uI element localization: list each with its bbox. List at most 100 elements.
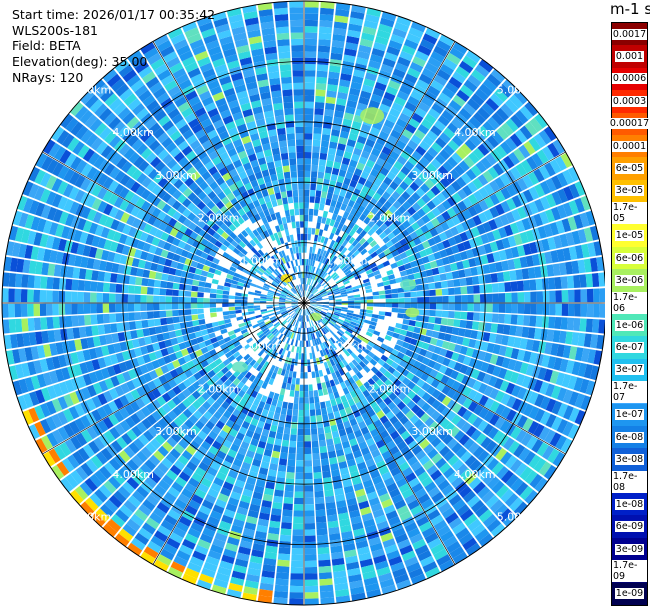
- range-gate: [591, 273, 600, 287]
- range-gate: [156, 264, 165, 273]
- range-gate: [534, 113, 548, 129]
- range-gate: [439, 149, 451, 161]
- range-gate: [264, 269, 272, 276]
- range-gate: [585, 273, 593, 288]
- range-gate: [351, 239, 359, 247]
- range-gate: [435, 224, 444, 235]
- range-gate: [234, 479, 246, 489]
- range-gate: [119, 199, 130, 212]
- range-gate: [125, 340, 134, 350]
- range-gate: [128, 312, 135, 321]
- range-gate: [122, 69, 137, 83]
- range-gate: [355, 196, 364, 205]
- range-gate: [396, 440, 408, 451]
- range-gate: [390, 561, 405, 572]
- range-gate: [343, 151, 353, 160]
- range-gate: [506, 197, 517, 211]
- range-gate: [263, 209, 270, 217]
- range-gate: [439, 462, 451, 474]
- range-gate: [433, 169, 444, 181]
- range-gate: [577, 259, 586, 274]
- range-gate: [583, 227, 594, 242]
- range-gate: [8, 273, 17, 287]
- range-gate: [246, 242, 254, 250]
- range-gate: [301, 277, 303, 285]
- range-gate: [103, 324, 112, 334]
- range-gate: [472, 177, 484, 190]
- range-gate: [433, 234, 442, 244]
- range-gate: [178, 123, 191, 135]
- range-gate: [320, 290, 327, 295]
- range-gate: [143, 223, 153, 234]
- range-gate: [430, 217, 440, 228]
- range-gate: [278, 305, 286, 307]
- range-gate: [467, 74, 482, 88]
- range-gate: [419, 348, 428, 357]
- range-gate: [262, 285, 270, 290]
- range-gate: [285, 298, 292, 301]
- range-gate: [209, 361, 218, 370]
- range-gate: [482, 373, 492, 385]
- range-gate: [45, 400, 57, 415]
- range-gate: [316, 184, 323, 192]
- range-gate: [271, 508, 282, 516]
- range-gate: [306, 291, 310, 298]
- range-gate: [349, 207, 358, 216]
- range-gate: [251, 48, 264, 57]
- range-gate: [308, 293, 313, 299]
- range-gate: [327, 153, 335, 162]
- range-gate: [399, 181, 409, 191]
- range-gate: [288, 370, 293, 378]
- range-gate: [332, 350, 339, 358]
- range-gate: [335, 9, 350, 18]
- range-gate: [498, 83, 513, 98]
- range-gate: [381, 584, 397, 595]
- range-gate: [312, 352, 316, 359]
- range-gate: [124, 202, 135, 214]
- range-gate: [349, 418, 358, 427]
- range-gate: [344, 330, 352, 337]
- range-gate: [434, 153, 446, 165]
- range-gate: [421, 498, 434, 510]
- range-gate: [301, 353, 304, 360]
- range-gate: [209, 236, 218, 245]
- range-gate: [382, 191, 391, 201]
- range-gate: [60, 477, 74, 493]
- range-gate: [177, 357, 187, 366]
- range-gate: [173, 221, 183, 231]
- range-gate: [229, 333, 237, 340]
- range-gate: [456, 503, 470, 517]
- range-gate: [252, 361, 260, 370]
- range-gate: [372, 355, 381, 363]
- range-gate: [201, 391, 211, 401]
- range-gate: [465, 320, 473, 330]
- range-gate: [141, 212, 152, 223]
- range-gate: [451, 402, 462, 414]
- range-gate: [375, 219, 384, 228]
- range-gate: [242, 488, 253, 498]
- range-gate: [352, 374, 360, 382]
- range-gate: [192, 550, 207, 562]
- range-gate: [337, 261, 344, 268]
- range-gate: [346, 100, 358, 109]
- range-gate: [152, 254, 161, 264]
- range-gate: [365, 13, 380, 24]
- range-gate: [379, 415, 389, 425]
- range-gate: [238, 240, 246, 249]
- range-gate: [395, 139, 407, 150]
- range-gate: [91, 184, 103, 197]
- range-gate: [388, 555, 403, 567]
- range-gate: [307, 278, 310, 285]
- range-gate: [314, 364, 319, 372]
- range-gate: [446, 156, 458, 168]
- range-gate: [262, 564, 276, 572]
- range-gate: [359, 229, 367, 238]
- range-gate: [282, 433, 290, 441]
- range-gate: [60, 113, 74, 129]
- range-gate: [486, 135, 500, 148]
- range-gate: [97, 357, 107, 369]
- range-gate: [451, 414, 462, 426]
- range-gate: [136, 450, 148, 463]
- range-gate: [323, 224, 330, 232]
